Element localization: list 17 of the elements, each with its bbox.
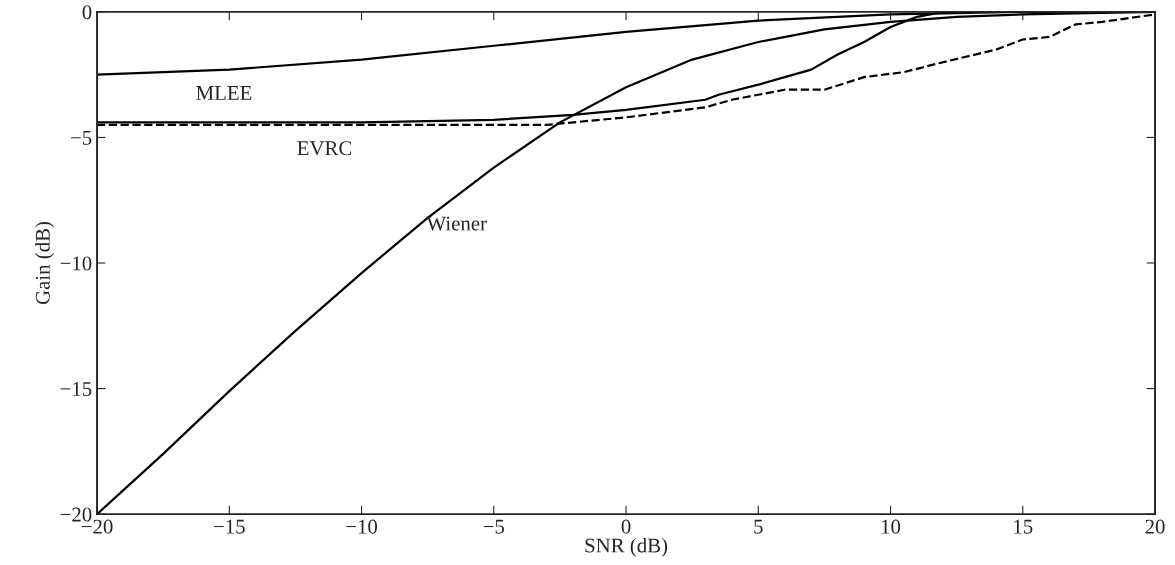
x-axis-title: SNR (dB) <box>585 537 668 557</box>
x-tick-label: 10 <box>881 519 901 534</box>
annotation: Wiener <box>426 216 487 231</box>
x-tick-label: −5 <box>483 519 505 534</box>
x-tick-label: 0 <box>621 519 631 534</box>
x-tick-label: −10 <box>346 519 378 534</box>
x-tick-label: 5 <box>754 519 763 534</box>
y-tick-label: −15 <box>60 382 92 397</box>
x-tick-label: 15 <box>1014 519 1033 534</box>
x-tick-label: −15 <box>214 519 245 534</box>
annotation: MLEE <box>196 86 252 100</box>
annotation: EVRC <box>297 141 352 156</box>
y-tick-label: −10 <box>60 256 92 271</box>
y-tick-label: 0 <box>82 5 92 20</box>
y-axis-title: Gain (dB) <box>35 221 55 305</box>
y-tick-label: −5 <box>71 131 92 145</box>
x-tick-label: 20 <box>1145 519 1165 534</box>
